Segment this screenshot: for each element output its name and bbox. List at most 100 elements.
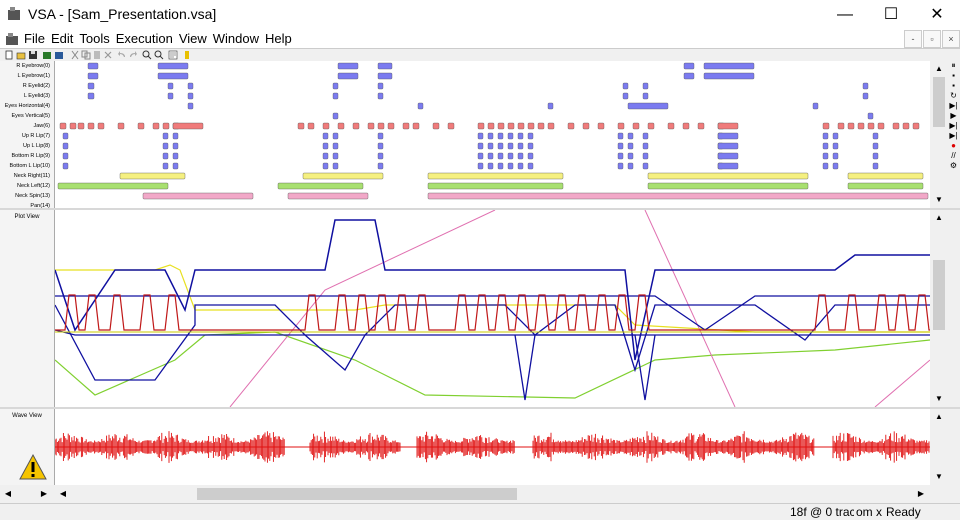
keyframe-block[interactable] [507,162,514,170]
keyframe-block[interactable] [902,122,910,130]
keyframe-block[interactable] [683,72,695,80]
keyframe-block[interactable] [477,132,484,140]
keyframe-block[interactable] [837,122,845,130]
keyframe-block[interactable] [59,122,67,130]
keyframe-block[interactable] [87,82,95,90]
keyframe-block[interactable] [527,132,534,140]
keyframe-block[interactable] [632,122,640,130]
scroll-down-button[interactable]: ▼ [935,195,943,204]
delete-icon[interactable] [103,50,113,60]
menu-edit[interactable]: Edit [50,31,74,46]
keyframe-block[interactable] [547,102,554,110]
menu-file[interactable]: File [24,31,45,46]
keyframe-block[interactable] [497,162,504,170]
keyframe-block[interactable] [377,122,385,130]
keyframe-block[interactable] [682,122,690,130]
pause-icon[interactable]: ⏸ [951,61,956,70]
keyframe-block[interactable] [683,62,695,70]
properties-icon[interactable] [168,50,178,60]
keyframe-block[interactable] [487,162,494,170]
track-label[interactable]: Jaw(6) [33,123,50,129]
scroll-up-button[interactable]: ▲ [935,64,943,73]
pause-record-icon[interactable]: // [951,151,956,160]
keyframe-block[interactable] [352,122,360,130]
track-label[interactable]: Eyes Vertical(5) [11,113,50,119]
track-label[interactable]: Up L Lip(8) [22,143,50,149]
keyframe-block[interactable] [377,142,384,150]
keyframe-block[interactable] [622,82,629,90]
menu-execution[interactable]: Execution [115,31,173,46]
export-icon[interactable] [54,50,64,60]
keyframe-block[interactable] [377,132,384,140]
keyframe-block[interactable] [152,122,160,130]
keyframe-block[interactable] [432,122,440,130]
keyframe-block[interactable] [847,182,924,190]
keyframe-block[interactable] [87,92,95,100]
label-scroll-right-button[interactable]: ▶ [40,489,48,498]
keyframe-block[interactable] [322,132,329,140]
keyframe-block[interactable] [332,92,339,100]
keyframe-block[interactable] [62,132,69,140]
keyframe-block[interactable] [477,142,484,150]
keyframe-block[interactable] [412,122,420,130]
keyframe-block[interactable] [617,152,624,160]
wave-scrollbar[interactable]: ▲ ▼ [931,409,947,485]
keyframe-block[interactable] [527,152,534,160]
settings-icon[interactable]: ⚙ [949,161,958,170]
keyframe-block[interactable] [337,122,345,130]
keyframe-block[interactable] [172,122,204,130]
keyframe-block[interactable] [547,122,555,130]
keyframe-block[interactable] [322,142,329,150]
keyframe-block[interactable] [617,122,625,130]
keyframe-block[interactable] [627,142,634,150]
keyframe-block[interactable] [62,162,69,170]
record-icon[interactable]: ● [951,141,956,150]
keyframe-block[interactable] [87,72,99,80]
keyframe-block[interactable] [517,142,524,150]
plot-view[interactable] [54,209,931,408]
keyframe-block[interactable] [69,122,77,130]
keyframe-block[interactable] [477,162,484,170]
plot-scrollbar[interactable]: ▲ ▼ [931,210,947,407]
keyframe-block[interactable] [377,152,384,160]
keyframe-block[interactable] [812,102,819,110]
stop-small-icon[interactable]: ▪ [952,71,955,80]
keyframe-block[interactable] [137,122,145,130]
keyframe-block[interactable] [142,192,254,200]
stop-small-icon-2[interactable]: ▪ [952,81,955,90]
keyframe-block[interactable] [832,152,839,160]
keyframe-block[interactable] [497,142,504,150]
keyframe-block[interactable] [287,192,369,200]
keyframe-block[interactable] [832,162,839,170]
keyframe-block[interactable] [377,162,384,170]
keyframe-block[interactable] [717,132,739,140]
keyframe-block[interactable] [667,122,675,130]
keyframe-block[interactable] [717,122,739,130]
keyframe-block[interactable] [97,122,105,130]
keyframe-block[interactable] [172,152,179,160]
scroll-thumb[interactable] [933,77,945,127]
help-icon[interactable] [182,50,192,60]
keyframe-block[interactable] [427,192,929,200]
keyframe-block[interactable] [157,72,189,80]
keyframe-block[interactable] [332,152,339,160]
keyframe-block[interactable] [322,162,329,170]
keyframe-block[interactable] [822,132,829,140]
fast-forward-icon[interactable]: ▶| [949,121,958,130]
keyframe-block[interactable] [847,172,924,180]
keyframe-block[interactable] [647,182,809,190]
minimize-button[interactable]: — [837,6,853,23]
keyframe-block[interactable] [162,132,169,140]
keyframe-block[interactable] [642,162,649,170]
new-icon[interactable] [4,50,14,60]
keyframe-block[interactable] [162,162,169,170]
keyframe-block[interactable] [377,82,384,90]
keyframe-block[interactable] [647,172,809,180]
keyframe-block[interactable] [642,152,649,160]
keyframe-block[interactable] [119,172,186,180]
keyframe-block[interactable] [507,152,514,160]
keyframe-block[interactable] [857,122,865,130]
mdi-restore-button[interactable]: ▫ [923,30,941,48]
track-timeline[interactable] [55,61,930,208]
label-scroll-left-button[interactable]: ◀ [4,489,12,498]
